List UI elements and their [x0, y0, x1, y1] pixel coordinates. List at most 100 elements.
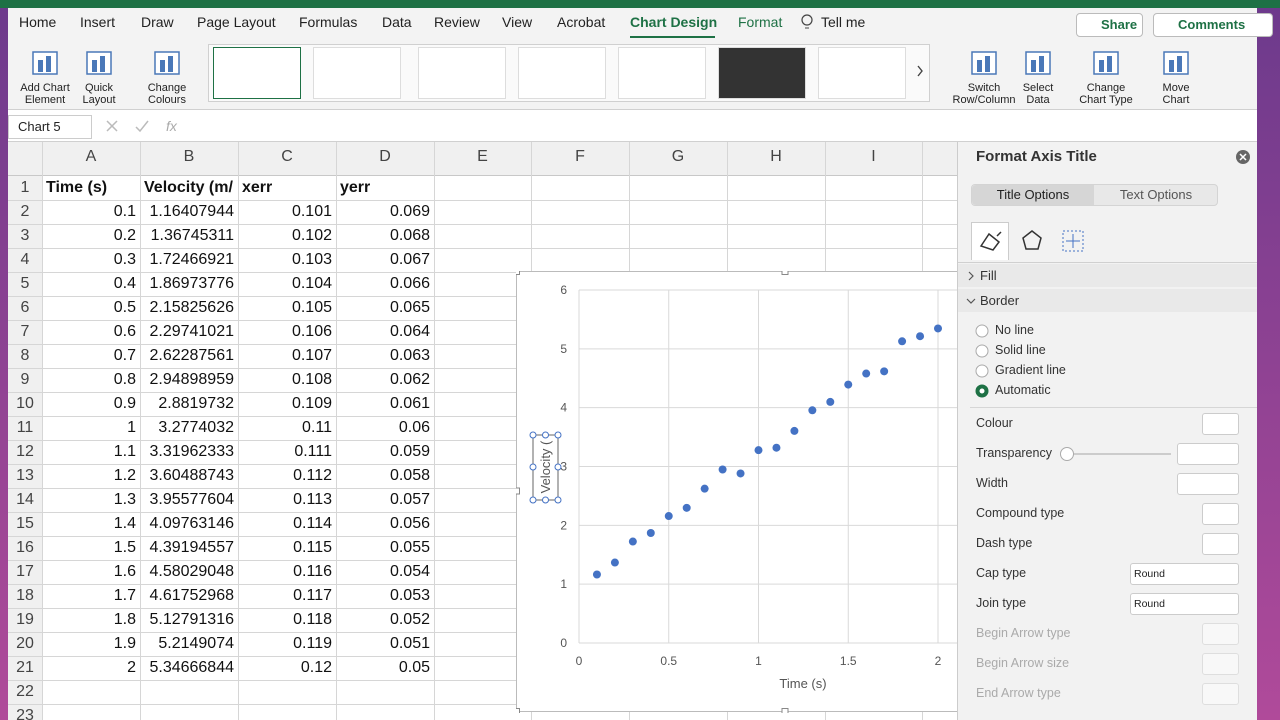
cell[interactable]: 3.60488743	[149, 467, 234, 484]
ribbon-button-label[interactable]: Change	[1086, 82, 1126, 94]
column-header[interactable]: D	[379, 148, 391, 165]
radio[interactable]	[975, 364, 989, 378]
cell[interactable]: 0.105	[291, 299, 332, 316]
cell[interactable]: 0.06	[398, 419, 430, 436]
property-control[interactable]	[1177, 473, 1239, 495]
chart-style-thumbnail[interactable]	[618, 47, 706, 99]
cell[interactable]: 1	[127, 419, 136, 436]
row-header[interactable]: 17	[16, 563, 34, 580]
cell[interactable]: 0.054	[389, 563, 430, 580]
cell[interactable]: 0.116	[293, 563, 332, 580]
cell[interactable]: Velocity (m/	[144, 179, 233, 196]
tab[interactable]: Format	[738, 14, 783, 30]
pane-tab[interactable]: Text Options	[1119, 187, 1193, 202]
cell[interactable]: 0.066	[389, 275, 430, 292]
row-header[interactable]: 23	[16, 707, 34, 720]
cell[interactable]: 2	[127, 659, 136, 676]
cell[interactable]: 4.39194557	[149, 539, 234, 556]
cell[interactable]: 0.12	[300, 659, 332, 676]
radio[interactable]	[975, 384, 989, 398]
cell[interactable]: 2.8819732	[158, 395, 234, 412]
row-header[interactable]: 13	[16, 467, 34, 484]
row-header[interactable]: 12	[16, 443, 34, 460]
column-header[interactable]: A	[85, 148, 97, 165]
cell[interactable]: 0.115	[293, 539, 332, 556]
cell[interactable]: 3.2774032	[158, 419, 234, 436]
ribbon-button-label[interactable]: Data	[1026, 94, 1050, 106]
cell[interactable]: 4.09763146	[149, 515, 234, 532]
ribbon-button-label[interactable]: Colours	[148, 94, 186, 106]
cell[interactable]: 0.3	[113, 251, 136, 268]
tab[interactable]: Draw	[141, 14, 174, 30]
section-chevron[interactable]	[966, 271, 976, 281]
cell[interactable]: 0.067	[389, 251, 430, 268]
cell[interactable]: 0.102	[291, 227, 332, 244]
column-header[interactable]: B	[183, 148, 195, 165]
ribbon-icon[interactable]	[1022, 46, 1056, 78]
cell[interactable]: 0.2	[113, 227, 136, 244]
column-header[interactable]: G	[671, 148, 685, 165]
ribbon-button-label[interactable]: Switch	[967, 82, 1001, 94]
tab[interactable]: Acrobat	[557, 14, 606, 30]
cell[interactable]: 3.95577604	[149, 491, 234, 508]
cell[interactable]: 5.34666844	[149, 659, 234, 676]
chart-style-thumbnail[interactable]	[718, 47, 806, 99]
row-header[interactable]: 22	[16, 683, 34, 700]
ribbon-button-label[interactable]: Change	[147, 82, 187, 94]
radio-label[interactable]: Solid line	[995, 343, 1046, 357]
cell[interactable]: 0.064	[389, 323, 430, 340]
row-header[interactable]: 16	[16, 539, 34, 556]
row-header[interactable]: 21	[16, 659, 34, 676]
chart-style-thumbnail[interactable]	[418, 47, 506, 99]
ribbon-button-label[interactable]: Quick	[84, 82, 114, 94]
row-header[interactable]: 19	[16, 611, 34, 628]
cell[interactable]: 0.5	[113, 299, 136, 316]
cell[interactable]: 0.4	[113, 275, 136, 292]
tab[interactable]: Insert	[80, 14, 116, 30]
property-control[interactable]	[1202, 503, 1239, 525]
chart-style-thumbnail[interactable]	[518, 47, 606, 99]
gallery-more[interactable]	[915, 64, 925, 78]
ribbon-button-label[interactable]: Layout	[82, 94, 116, 106]
ribbon-icon[interactable]	[1090, 46, 1124, 78]
radio[interactable]	[975, 344, 989, 358]
cell[interactable]: 0.7	[113, 347, 136, 364]
cell[interactable]: 1.36745311	[150, 227, 234, 244]
comments-button[interactable]	[1153, 13, 1273, 37]
ribbon-button-label[interactable]: Move	[1162, 82, 1190, 94]
cell[interactable]: 1.8	[113, 611, 136, 628]
cell[interactable]: 0.068	[389, 227, 430, 244]
column-header[interactable]: H	[770, 148, 782, 165]
share-label[interactable]: Share	[1101, 17, 1138, 32]
cell[interactable]: 5.2149074	[158, 635, 234, 652]
column-header[interactable]: C	[281, 148, 293, 165]
slider-knob[interactable]	[1060, 447, 1074, 461]
cell[interactable]: 0.119	[293, 635, 332, 652]
ribbon-icon[interactable]	[29, 46, 63, 78]
cell[interactable]: 1.86973776	[149, 275, 234, 292]
section-chevron[interactable]	[966, 296, 976, 306]
pane-tab[interactable]: Title Options	[996, 187, 1070, 202]
ribbon-icon[interactable]	[1160, 46, 1194, 78]
tab[interactable]: Page Layout	[197, 14, 276, 30]
cell[interactable]: 0.111	[294, 443, 332, 460]
cell[interactable]: 0.113	[293, 491, 332, 508]
chart-style-thumbnail[interactable]	[818, 47, 906, 99]
dropdown-value[interactable]: Round	[1134, 598, 1165, 610]
tab[interactable]: Review	[434, 14, 480, 30]
cell[interactable]: 1.5	[113, 539, 136, 556]
cell[interactable]: 0.118	[293, 611, 332, 628]
property-control[interactable]	[1202, 683, 1239, 705]
share-button[interactable]	[1076, 13, 1143, 37]
cell[interactable]: 0.106	[291, 323, 332, 340]
cell[interactable]: 0.6	[113, 323, 136, 340]
section-title[interactable]: Fill	[980, 268, 997, 283]
pane-icons[interactable]	[971, 222, 1095, 260]
cell[interactable]: 0.117	[293, 587, 332, 604]
tab[interactable]: Home	[19, 14, 57, 30]
chart-style-thumbnail[interactable]	[213, 47, 301, 99]
property-control[interactable]	[1130, 563, 1239, 585]
cell[interactable]: 0.101	[291, 203, 332, 220]
cell[interactable]: 0.059	[389, 443, 430, 460]
tab[interactable]: View	[502, 14, 533, 30]
